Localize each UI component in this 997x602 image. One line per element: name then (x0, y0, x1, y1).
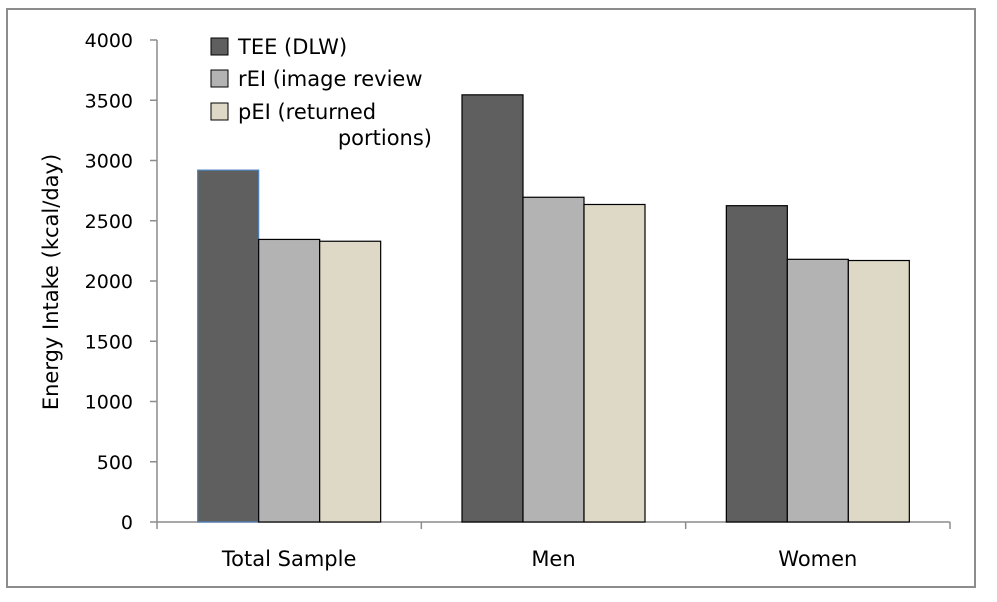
y-tick-label: 1000 (85, 392, 133, 414)
legend: TEE (DLW) rEI (image review pEI (returnedp… (210, 35, 432, 150)
x-axis: Total Sample Men Women (156, 521, 951, 571)
x-category-label: Men (531, 547, 575, 571)
y-axis-title: Energy Intake (kcal/day) (39, 154, 63, 410)
bars (197, 94, 910, 523)
legend-label: portions) (338, 126, 432, 150)
y-tick-label: 500 (97, 452, 133, 474)
y-tick-label: 2500 (85, 211, 133, 233)
bar-pei-men (583, 203, 646, 523)
legend-swatch (210, 102, 229, 121)
bar-tee-total-sample (197, 169, 260, 523)
legend-label: pEI (returned (238, 100, 376, 124)
bar-rei-women (786, 258, 849, 523)
x-category-label: Women (778, 547, 857, 571)
legend-label: rEI (image review (238, 67, 423, 91)
legend-swatch (210, 69, 229, 88)
x-category-label: Total Sample (221, 547, 356, 571)
bar-rei-men (522, 196, 585, 523)
y-tick-label: 2000 (85, 271, 133, 293)
y-tick-label: 4000 (85, 30, 133, 52)
y-tick-label: 3000 (85, 151, 133, 173)
y-axis: 0 500 1000 1500 2000 2500 3000 3500 4000 (85, 30, 158, 534)
y-tick-label: 1500 (85, 331, 133, 353)
y-tick-label: 3500 (85, 90, 133, 112)
bar-pei-total-sample (319, 240, 382, 523)
bar-pei-women (847, 259, 910, 523)
bar-tee-men (461, 94, 524, 523)
legend-label: TEE (DLW) (237, 35, 347, 59)
bar-rei-total-sample (258, 238, 321, 523)
y-tick-label: 0 (121, 512, 133, 534)
bar-tee-women (725, 205, 788, 523)
legend-swatch (210, 37, 229, 56)
